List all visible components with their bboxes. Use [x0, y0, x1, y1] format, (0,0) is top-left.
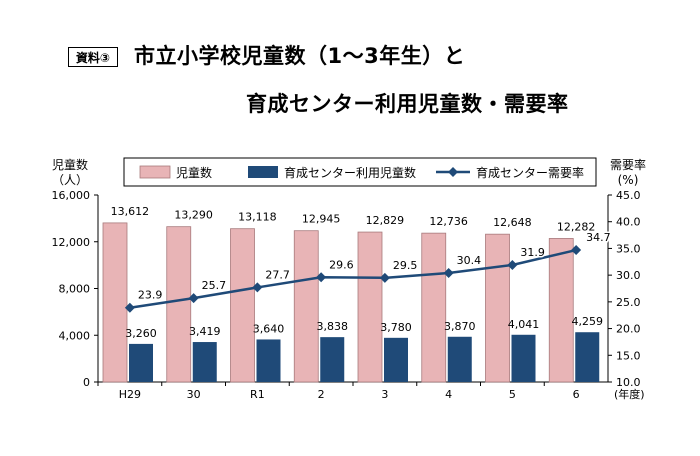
rate-value-label: 29.5: [393, 259, 418, 272]
users-bar: [129, 343, 153, 382]
children-value-label: 12,282: [557, 220, 596, 233]
left-tick-label: 16,000: [52, 189, 91, 202]
rate-point: [124, 302, 135, 313]
rate-line: [124, 245, 582, 313]
legend-label-rate: 育成センター需要率: [476, 165, 584, 180]
users-bar: [256, 339, 281, 382]
children-bar: [102, 222, 128, 383]
x-tick-label: 6: [573, 388, 580, 401]
users-bar: [384, 337, 408, 382]
right-tick-label: 20.0: [616, 323, 641, 336]
children-value-label: 12,945: [302, 213, 341, 226]
rate-value-label: 23.9: [138, 289, 163, 302]
rate-line-path: [129, 248, 577, 309]
legend: 児童数 育成センター利用児童数 育成センター需要率: [123, 157, 597, 187]
x-tick-label: 3: [381, 388, 388, 401]
right-tick-label: 45.0: [616, 189, 641, 202]
document-badge: 資料③: [68, 47, 118, 67]
users-bar: [320, 337, 345, 382]
rate-value-label: 27.7: [265, 268, 290, 281]
right-tick-label: 10.0: [616, 376, 641, 389]
children-bar: [293, 230, 319, 383]
children-bar: [421, 232, 447, 383]
rate-value-label: 30.4: [457, 254, 482, 267]
left-tick-label: 8,000: [59, 283, 91, 296]
left-axis-unit: （人）: [52, 173, 88, 187]
x-tick-label: 2: [318, 388, 325, 401]
rate-point: [507, 259, 518, 270]
data-labels: 13,612 3,260 13,290 3,419 13,118 3,640 12,945 3…: [111, 205, 613, 340]
users-value-label: 3,419: [189, 325, 221, 338]
x-tick-label: 5: [509, 388, 516, 401]
users-value-label: 3,870: [444, 320, 476, 333]
rate-point: [316, 272, 327, 283]
x-axis-unit: (年度): [614, 387, 645, 401]
users-value-label: 3,260: [125, 327, 157, 340]
rate-point: [252, 282, 263, 293]
legend-swatch-users: [248, 166, 278, 178]
users-value-label: 3,838: [317, 320, 349, 333]
children-value-label: 13,290: [174, 209, 213, 222]
users-bar: [575, 332, 600, 382]
users-value-label: 4,259: [572, 315, 604, 328]
rate-point: [443, 268, 454, 279]
left-tick-label: 12,000: [52, 236, 91, 249]
users-value-label: 4,041: [508, 318, 540, 331]
legend-swatch-children: [139, 165, 171, 179]
right-tick-label: 40.0: [616, 216, 641, 229]
bars: [102, 222, 600, 383]
right-axis-unit: (%): [618, 173, 639, 187]
children-value-label: 12,736: [429, 215, 468, 228]
right-tick-label: 25.0: [616, 296, 641, 309]
legend-swatch-rate-marker: [448, 167, 458, 177]
chart-title-line1: 市立小学校児童数（1〜3年生）と: [134, 44, 466, 68]
rate-point: [379, 272, 390, 283]
rate-value-label: 34.7: [586, 231, 611, 244]
x-tick-label: 4: [445, 388, 452, 401]
rate-value-label: 29.6: [329, 258, 354, 271]
x-tick-label: 30: [187, 388, 201, 401]
children-bar: [166, 226, 192, 383]
rate-value-label: 31.9: [520, 246, 545, 259]
rate-point: [571, 245, 582, 256]
children-value-label: 13,612: [111, 205, 150, 218]
chart-title-line2: 育成センター利用児童数・需要率: [246, 92, 569, 116]
children-bar: [485, 233, 510, 383]
children-bar: [230, 228, 255, 383]
legend-box: [123, 157, 597, 187]
children-value-label: 13,118: [238, 211, 277, 224]
children-bar: [548, 238, 574, 383]
left-tick-label: 4,000: [59, 329, 91, 342]
left-tick-label: 0: [83, 376, 90, 389]
users-value-label: 3,640: [253, 322, 285, 335]
users-bar: [511, 334, 536, 382]
left-axis-title: 児童数: [52, 157, 88, 172]
legend-label-users: 育成センター利用児童数: [284, 165, 416, 180]
axes: 0 4,000 8,000 12,000 16,000 10.0 15.0 20.0 25.0 3…: [52, 157, 647, 401]
right-tick-label: 15.0: [616, 349, 641, 362]
users-value-label: 3,780: [380, 321, 412, 334]
users-bar: [192, 342, 217, 382]
rate-value-label: 25.7: [202, 279, 227, 292]
right-tick-label: 30.0: [616, 269, 641, 282]
children-value-label: 12,648: [493, 216, 532, 229]
x-tick-label: H29: [119, 388, 141, 401]
right-axis-title: 需要率: [610, 157, 646, 172]
children-bar: [357, 231, 383, 383]
children-value-label: 12,829: [366, 214, 405, 227]
users-bar: [447, 336, 472, 382]
x-tick-label: R1: [250, 388, 265, 401]
legend-label-children: 児童数: [176, 165, 212, 180]
rate-point: [188, 293, 199, 304]
right-tick-label: 35.0: [616, 242, 641, 255]
